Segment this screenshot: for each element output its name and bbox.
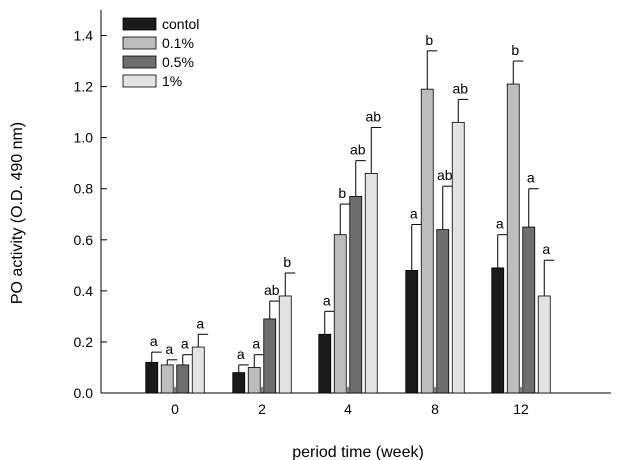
bar (263, 318, 277, 394)
significance-label: ab (365, 108, 381, 124)
bar (232, 372, 246, 394)
bar (191, 346, 205, 394)
significance-label: b (338, 185, 346, 201)
significance-label: ab (452, 80, 468, 96)
y-tick-label: 1.0 (74, 130, 94, 146)
bar (420, 88, 434, 394)
y-tick-label: 0.4 (74, 283, 94, 299)
legend-swatch (122, 74, 157, 88)
y-tick-label: 1.4 (74, 28, 94, 44)
x-tick-label: 2 (258, 401, 266, 417)
significance-label: b (511, 42, 519, 58)
significance-label: a (542, 241, 550, 257)
legend-label: 0.5% (162, 54, 194, 70)
significance-label: a (527, 170, 535, 186)
significance-label: a (496, 216, 504, 232)
x-tick-label: 8 (431, 401, 439, 417)
significance-label: b (425, 32, 433, 48)
bar (333, 234, 347, 394)
significance-label: ab (264, 282, 280, 298)
bar (522, 226, 536, 394)
significance-label: a (181, 336, 189, 352)
bar (278, 295, 292, 394)
bar (491, 267, 505, 394)
legend-label: contol (162, 16, 199, 32)
bar (451, 121, 465, 394)
significance-label: a (252, 336, 260, 352)
y-tick-label: 0.0 (74, 385, 94, 401)
significance-label: b (283, 254, 291, 270)
significance-label: a (165, 341, 173, 357)
significance-label: a (150, 333, 158, 349)
x-tick-label: 0 (171, 401, 179, 417)
bar (145, 361, 159, 394)
significance-label: a (410, 205, 418, 221)
bar (247, 367, 261, 394)
y-tick-label: 0.2 (74, 334, 94, 350)
bar (318, 333, 332, 394)
legend-swatch (122, 55, 157, 69)
x-tick-label: 12 (513, 401, 529, 417)
bar (349, 195, 363, 394)
bar (436, 229, 450, 394)
plot-area: 0.00.20.40.60.81.01.21.40a a aa2aaabb4abab… (74, 10, 611, 417)
bar (176, 364, 190, 394)
y-axis-title: PO activity (O.D. 490 nm) (9, 122, 26, 304)
bar (506, 83, 520, 394)
y-tick-label: 0.8 (74, 181, 94, 197)
legend-label: 1% (162, 73, 182, 89)
x-axis-title: period time (week) (292, 444, 424, 460)
significance-label: ab (350, 142, 366, 158)
y-tick-label: 0.6 (74, 232, 94, 248)
significance-label: a (237, 346, 245, 362)
bar (160, 364, 174, 394)
significance-label: a (196, 315, 204, 331)
y-tick-label: 1.2 (74, 79, 94, 95)
significance-label: ab (437, 167, 453, 183)
bar (537, 295, 551, 394)
x-tick-label: 4 (344, 401, 352, 417)
legend-swatch (122, 36, 157, 50)
bar (405, 270, 419, 394)
legend-swatch (122, 17, 157, 31)
legend-label: 0.1% (162, 35, 194, 51)
significance-label: a (323, 292, 331, 308)
bar (364, 173, 378, 394)
